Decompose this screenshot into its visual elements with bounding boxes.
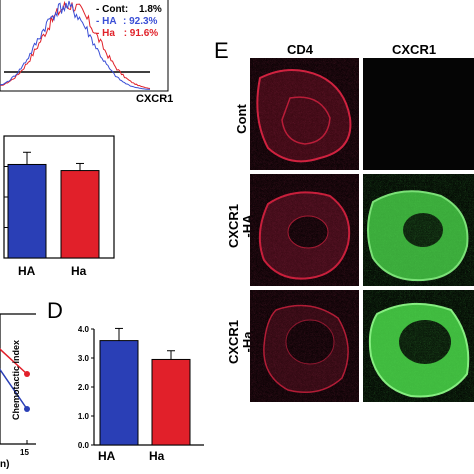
- micrograph-ha-cxcr1: [363, 174, 474, 286]
- bar-chart-expression: [3, 135, 115, 259]
- legend-label-ha-small: - Ha: [96, 28, 115, 39]
- micrograph-ha-cd4: [250, 174, 359, 286]
- row-label-cxcr1-ha-small-line1: CXCR1: [226, 319, 241, 365]
- bar2-ytick-label-3: 1.0: [78, 412, 90, 421]
- bar1-bar-1: [60, 170, 100, 259]
- micrograph-cont-cxcr1: [363, 58, 474, 170]
- col-header-cxcr1: CXCR1: [392, 42, 437, 57]
- histogram-xlabel: CXCR1: [136, 93, 174, 105]
- bar2-ytick-label-4: 0.0: [78, 441, 90, 450]
- line-point-1: [24, 406, 30, 412]
- histogram-panel: - Cont: 1.8% - HA : 92.3% - Ha : 91.6% C…: [0, 0, 180, 108]
- legend-row-ha-small: - Ha : 91.6%: [96, 28, 162, 40]
- histogram-trace-ha-small: [0, 0, 151, 89]
- legend-value-cont: 1.8%: [139, 4, 162, 15]
- panel-letter-e: E: [214, 38, 229, 63]
- line-point-0: [24, 371, 30, 377]
- legend-row-ha: - HA : 92.3%: [96, 16, 162, 28]
- line-series-0: [0, 348, 28, 375]
- panel-letter-d: D: [47, 298, 63, 323]
- bar1-xtick-ha-small: Ha: [71, 264, 87, 278]
- bar2-bar-1: [151, 358, 191, 446]
- histogram-trace-ha: [0, 0, 151, 90]
- micrograph-ha-small-cd4: [250, 290, 359, 402]
- line-series-1: [0, 368, 28, 410]
- bar2-ytick-label-1: 3.0: [78, 354, 90, 363]
- legend-value-ha: : 92.3%: [122, 16, 158, 27]
- line-xtick-15: 15: [20, 448, 29, 457]
- row-label-cont: Cont: [234, 104, 249, 134]
- legend-row-cont: - Cont: 1.8%: [96, 4, 162, 16]
- micrograph-ha-small-cxcr1: [363, 290, 474, 402]
- bar1-bar-0: [7, 163, 47, 259]
- micrograph-cont-cd4: [250, 58, 359, 170]
- histogram-legend: - Cont: 1.8% - HA : 92.3% - Ha : 91.6%: [96, 4, 162, 40]
- bar1-xtick-ha: HA: [18, 264, 36, 278]
- chart-d-ylabel: Chemotactic index: [11, 339, 21, 421]
- bar2-xtick-ha: HA: [98, 449, 116, 463]
- bar2-bar-0: [99, 340, 139, 446]
- bar2-xtick-ha-small: Ha: [149, 449, 165, 463]
- bar2-ytick-label-2: 2.0: [78, 383, 90, 392]
- col-header-cd4: CD4: [287, 42, 314, 57]
- line-xlabel-fragment: n): [0, 459, 10, 470]
- row-label-cxcr1-ha-line1: CXCR1: [226, 203, 241, 249]
- bar-chart-chemotactic-index: 4.0 3.0 2.0 1.0 0.0: [78, 325, 204, 450]
- line-chart-partial: [0, 313, 36, 445]
- legend-label-ha: - HA: [96, 16, 117, 27]
- bar2-ytick-label-0: 4.0: [78, 325, 90, 334]
- histogram-plot: [0, 0, 169, 92]
- legend-label-cont: - Cont:: [96, 4, 129, 15]
- legend-value-ha-small: : 91.6%: [123, 28, 159, 39]
- micrograph-grid-bottom: [250, 402, 474, 474]
